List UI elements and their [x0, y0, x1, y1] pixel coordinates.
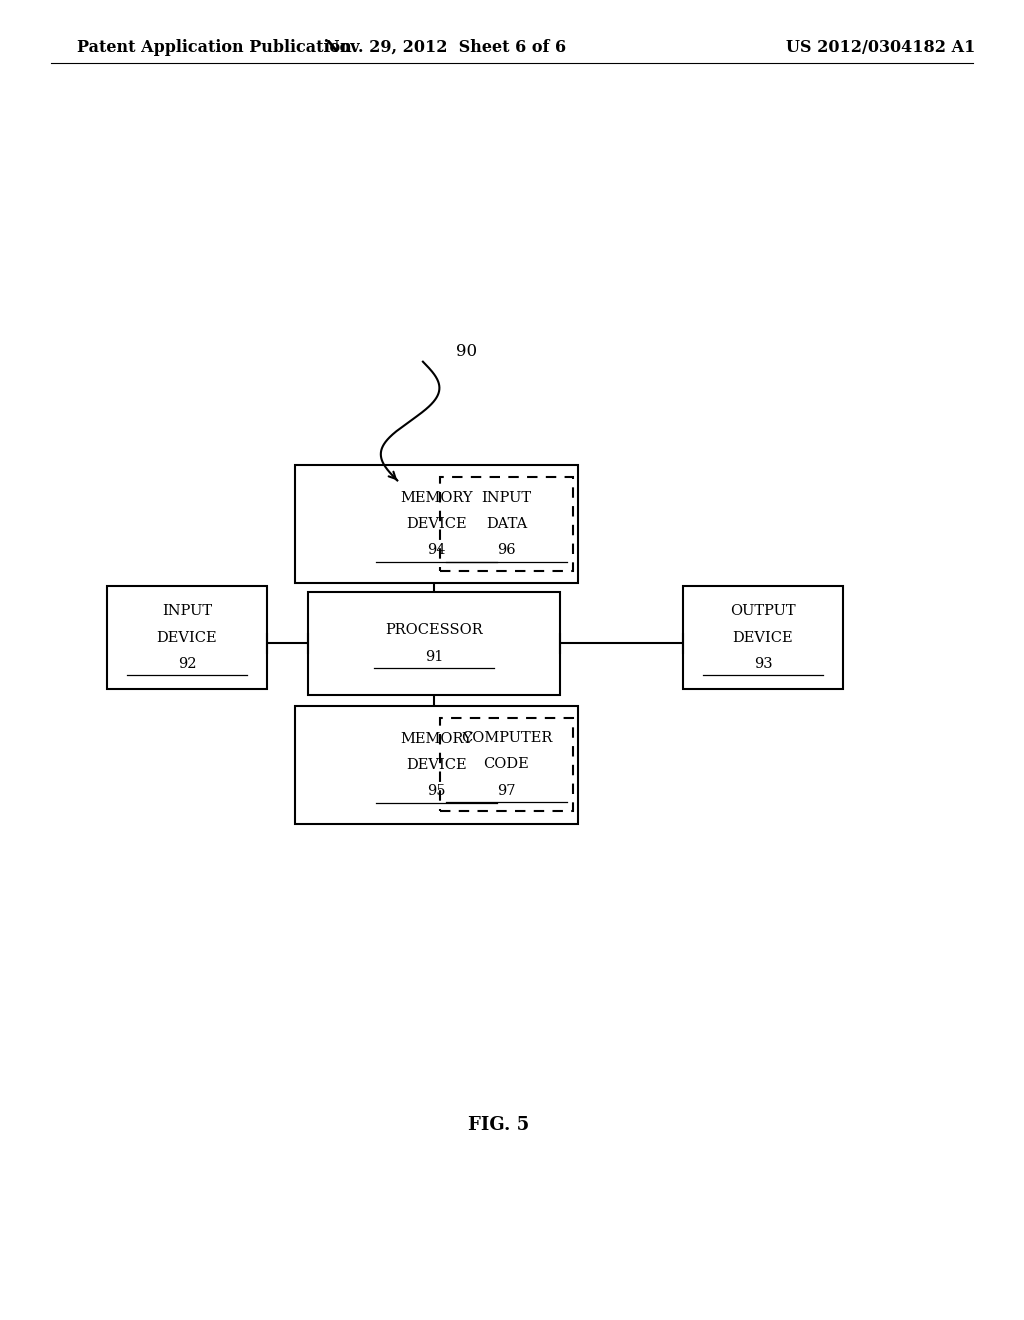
Text: 96: 96	[498, 544, 516, 557]
Text: COMPUTER: COMPUTER	[461, 731, 552, 744]
Text: Nov. 29, 2012  Sheet 6 of 6: Nov. 29, 2012 Sheet 6 of 6	[325, 40, 566, 55]
Text: DEVICE: DEVICE	[733, 631, 794, 644]
Bar	[308, 591, 560, 696]
Text: CODE: CODE	[483, 758, 529, 771]
Text: FIG. 5: FIG. 5	[468, 1115, 529, 1134]
Text: 97: 97	[498, 784, 516, 797]
Text: 95: 95	[427, 784, 445, 799]
Text: US 2012/0304182 A1: US 2012/0304182 A1	[786, 40, 975, 55]
Text: 90: 90	[456, 343, 477, 359]
Text: 92: 92	[178, 657, 197, 671]
Text: INPUT: INPUT	[481, 491, 531, 504]
Bar	[106, 586, 267, 689]
Text: OUTPUT: OUTPUT	[730, 605, 796, 618]
Bar	[440, 718, 573, 810]
Text: DEVICE: DEVICE	[407, 517, 467, 531]
Text: INPUT: INPUT	[162, 605, 212, 618]
Text: DEVICE: DEVICE	[157, 631, 217, 644]
Text: Patent Application Publication: Patent Application Publication	[77, 40, 351, 55]
Text: 94: 94	[427, 544, 445, 557]
Bar	[683, 586, 843, 689]
Text: DATA: DATA	[485, 517, 527, 531]
Bar	[295, 465, 578, 583]
Text: PROCESSOR: PROCESSOR	[385, 623, 482, 638]
Text: MEMORY: MEMORY	[400, 491, 473, 504]
Text: 91: 91	[425, 649, 443, 664]
Bar	[440, 477, 573, 572]
Text: MEMORY: MEMORY	[400, 731, 473, 746]
Text: DEVICE: DEVICE	[407, 758, 467, 772]
Text: 93: 93	[754, 657, 772, 671]
Bar	[295, 706, 578, 824]
